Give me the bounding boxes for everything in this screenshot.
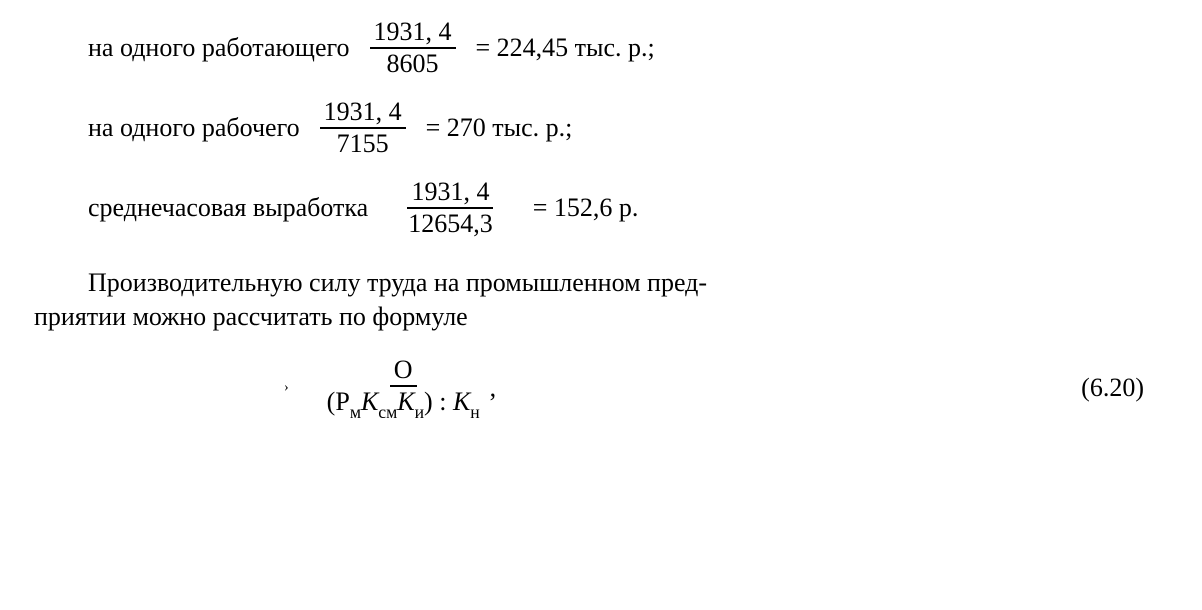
text-before: на одного рабочего bbox=[88, 110, 300, 146]
frac-denominator: 7155 bbox=[333, 129, 393, 158]
text-after: = 270 тыс. р.; bbox=[426, 110, 573, 146]
calc-line-per-worker: на одного рабочего 1931, 4 7155 = 270 ты… bbox=[24, 98, 1162, 158]
fraction-3: 1931, 4 12654,3 bbox=[404, 178, 497, 238]
equation-number: (6.20) bbox=[1081, 370, 1162, 406]
body-paragraph: Производительную силу труда на промышлен… bbox=[24, 266, 1162, 334]
text-after: = 224,45 тыс. р.; bbox=[476, 30, 655, 66]
frac-numerator: 1931, 4 bbox=[370, 18, 456, 49]
equation-row: › О (РмКсмКи) : Кн , (6.20) bbox=[24, 356, 1162, 420]
eq-denominator: (РмКсмКи) : Кн bbox=[323, 387, 484, 420]
main-fraction: О (РмКсмКи) : Кн bbox=[323, 356, 484, 420]
eq-numerator: О bbox=[390, 356, 417, 387]
text-before: среднечасовая выработка bbox=[88, 190, 368, 226]
calc-line-hourly: среднечасовая выработка 1931, 4 12654,3 … bbox=[24, 178, 1162, 238]
frac-denominator: 8605 bbox=[383, 49, 443, 78]
frac-numerator: 1931, 4 bbox=[407, 178, 493, 209]
para-first-word: Производительную bbox=[88, 268, 303, 297]
fraction-1: 1931, 4 8605 bbox=[370, 18, 456, 78]
calc-line-per-employee: на одного работающего 1931, 4 8605 = 224… bbox=[24, 18, 1162, 78]
text-after: = 152,6 р. bbox=[533, 190, 639, 226]
fraction-2: 1931, 4 7155 bbox=[320, 98, 406, 158]
frac-numerator: 1931, 4 bbox=[320, 98, 406, 129]
para-rest-line1: силу труда на промышленном пред- bbox=[303, 268, 708, 297]
eq-trailing: , bbox=[490, 370, 497, 406]
para-line2: приятии можно рассчитать по формуле bbox=[34, 302, 468, 331]
small-mark: › bbox=[284, 378, 317, 398]
text-before: на одного работающего bbox=[88, 30, 350, 66]
frac-denominator: 12654,3 bbox=[404, 209, 497, 238]
